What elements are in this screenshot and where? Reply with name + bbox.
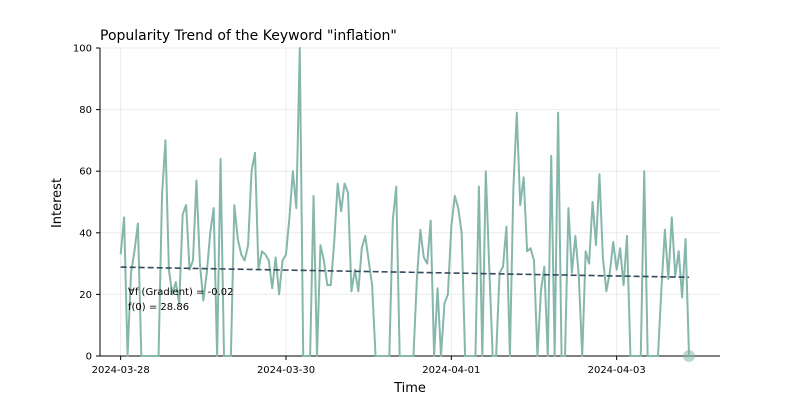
gradient-annotation: ∀f (Gradient) = -0.02 xyxy=(128,287,233,298)
x-ticks: 2024-03-28 2024-03-30 2024-04-01 2024-04-03 xyxy=(92,356,646,376)
trend-line xyxy=(120,266,690,279)
intercept-annotation: f(0) = 28.86 xyxy=(128,302,189,313)
last-point-marker xyxy=(683,350,695,362)
y-axis-title: Interest xyxy=(50,178,65,228)
axes xyxy=(99,48,720,357)
x-tick-label: 2024-04-01 xyxy=(422,365,480,376)
y-tick-label: 60 xyxy=(79,167,92,178)
x-tick-label: 2024-04-03 xyxy=(588,365,646,376)
x-axis-title: Time xyxy=(393,381,426,396)
interest-series-line xyxy=(119,47,690,357)
y-tick-label: 100 xyxy=(73,44,92,55)
y-tick-label: 40 xyxy=(79,228,92,239)
x-tick-label: 2024-03-30 xyxy=(257,365,315,376)
y-tick-label: 0 xyxy=(86,352,92,363)
y-ticks: 0 20 40 60 80 100 xyxy=(73,44,100,363)
series xyxy=(119,47,695,362)
y-tick-label: 20 xyxy=(79,290,92,301)
chart-title: Popularity Trend of the Keyword "inflati… xyxy=(100,28,397,44)
x-tick-label: 2024-03-28 xyxy=(92,365,150,376)
y-tick-label: 80 xyxy=(79,105,92,116)
grid xyxy=(100,47,720,357)
